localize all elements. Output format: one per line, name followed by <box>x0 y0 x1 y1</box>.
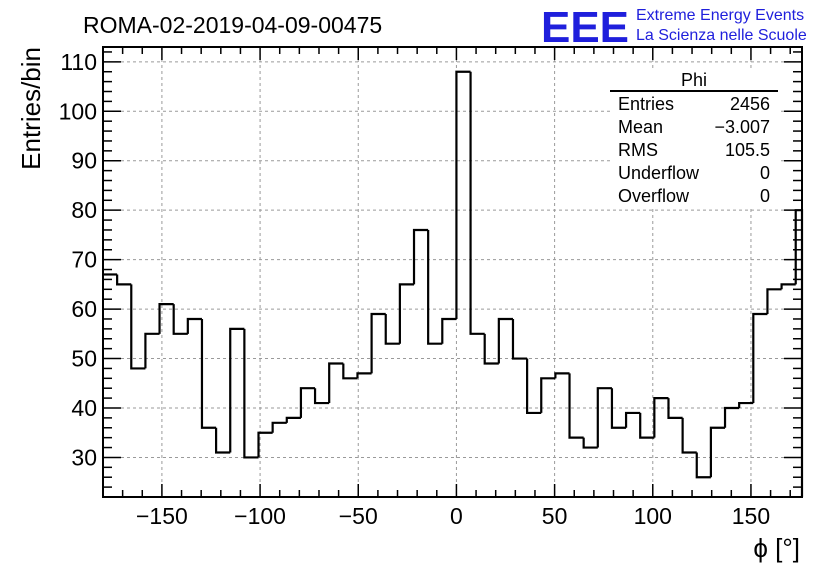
hist-bin <box>695 452 711 479</box>
hist-bin <box>200 318 217 429</box>
hist-bin <box>540 377 556 413</box>
hist-bin <box>667 398 683 419</box>
y-tick-label: 40 <box>71 395 97 421</box>
hist-bin <box>328 362 344 404</box>
hist-bin <box>455 70 471 319</box>
hist-bin <box>738 401 754 408</box>
hist-bin <box>427 229 443 345</box>
hist-bin <box>384 314 400 345</box>
x-tick-label: 0 <box>450 503 463 529</box>
hist-bin <box>313 388 330 405</box>
x-tick-label: 150 <box>732 503 770 529</box>
plot-frame <box>102 46 803 498</box>
stats-value: 0 <box>760 163 770 183</box>
y-tick-label: 100 <box>59 98 97 124</box>
logo-line2: La Scienza nelle Scuole <box>636 27 807 44</box>
stats-value: 105.5 <box>725 140 770 160</box>
hist-bin <box>624 411 641 428</box>
hist-bin <box>130 284 146 370</box>
stats-label: RMS <box>618 140 658 160</box>
hist-bin <box>370 312 386 374</box>
hist-bin <box>271 421 287 433</box>
hist-bin <box>285 416 301 423</box>
chart-title: ROMA-02-2019-04-09-00475 <box>83 12 382 38</box>
y-tick-label: 60 <box>71 296 97 322</box>
y-axis-label: Entries/bin <box>16 47 46 170</box>
stats-label: Underflow <box>618 163 700 183</box>
hist-bin <box>257 431 273 458</box>
y-tick-label: 30 <box>71 444 97 470</box>
hist-bin <box>356 372 372 379</box>
hist-bin <box>568 373 584 439</box>
stats-title: Phi <box>681 70 707 90</box>
hist-bin <box>214 427 231 454</box>
y-tick-label: 90 <box>71 148 97 174</box>
hist-bin <box>497 317 513 364</box>
x-tick-label: −100 <box>234 503 286 529</box>
hist-bin <box>469 71 485 335</box>
eee-logo: EEE Extreme Energy Events La Scienza nel… <box>541 3 807 52</box>
hist-bin <box>229 327 245 453</box>
hist-bin <box>144 332 160 369</box>
hist-bin <box>511 318 528 360</box>
stats-background <box>610 70 778 208</box>
hist-bin <box>610 388 627 429</box>
hist-bin <box>723 406 740 428</box>
stats-value: 0 <box>760 186 770 206</box>
hist-bin <box>526 358 542 415</box>
hist-bin <box>554 372 570 379</box>
logo-mark: EEE <box>541 3 629 52</box>
hist-bin <box>752 312 768 404</box>
stats-label: Overflow <box>618 186 690 206</box>
hist-bin <box>243 328 259 459</box>
hist-bin <box>412 228 429 285</box>
hist-bin <box>483 333 499 365</box>
hist-bin <box>186 317 202 334</box>
hist-bin <box>709 426 726 478</box>
hist-bin <box>653 396 669 438</box>
hist-bin <box>766 288 782 315</box>
hist-bin <box>596 387 612 448</box>
hist-bin <box>299 387 316 418</box>
x-tick-label: 100 <box>634 503 672 529</box>
hist-bin <box>398 283 415 344</box>
x-tick-label: −50 <box>339 503 378 529</box>
hist-bin <box>172 304 188 335</box>
stats-value: −3.007 <box>714 117 770 137</box>
hist-bin <box>639 412 655 439</box>
hist-bin <box>681 417 697 454</box>
stats-label: Entries <box>618 94 674 114</box>
x-axis-label: ϕ [°] <box>753 533 800 563</box>
hist-bin <box>116 274 132 286</box>
hist-bin <box>441 317 457 344</box>
hist-bin <box>582 437 598 449</box>
hist-bin <box>780 283 796 290</box>
stats-rows: Entries 2456 Mean −3.007 RMS 105.5 Underflow 0 O… <box>618 94 770 206</box>
y-tick-labels: 30 40 50 60 70 80 90 100 110 <box>59 49 97 471</box>
x-tick-labels: −150 −100 −50 0 50 100 150 <box>136 503 770 529</box>
y-tick-label: 70 <box>71 247 97 273</box>
x-tick-label: −150 <box>136 503 188 529</box>
axis-ticks <box>103 47 802 497</box>
stats-label: Mean <box>618 117 663 137</box>
hist-bin <box>158 303 174 334</box>
stats-value: 2456 <box>730 94 770 114</box>
hist-bin <box>342 363 358 380</box>
x-tick-label: 50 <box>542 503 568 529</box>
histogram-series <box>103 70 804 497</box>
y-tick-label: 80 <box>71 197 97 223</box>
y-tick-label: 110 <box>60 49 97 75</box>
y-tick-label: 50 <box>71 346 97 372</box>
logo-line1: Extreme Energy Events <box>636 7 804 24</box>
stats-box: Phi Entries 2456 Mean −3.007 RMS 105.5 Underfl… <box>610 70 778 208</box>
